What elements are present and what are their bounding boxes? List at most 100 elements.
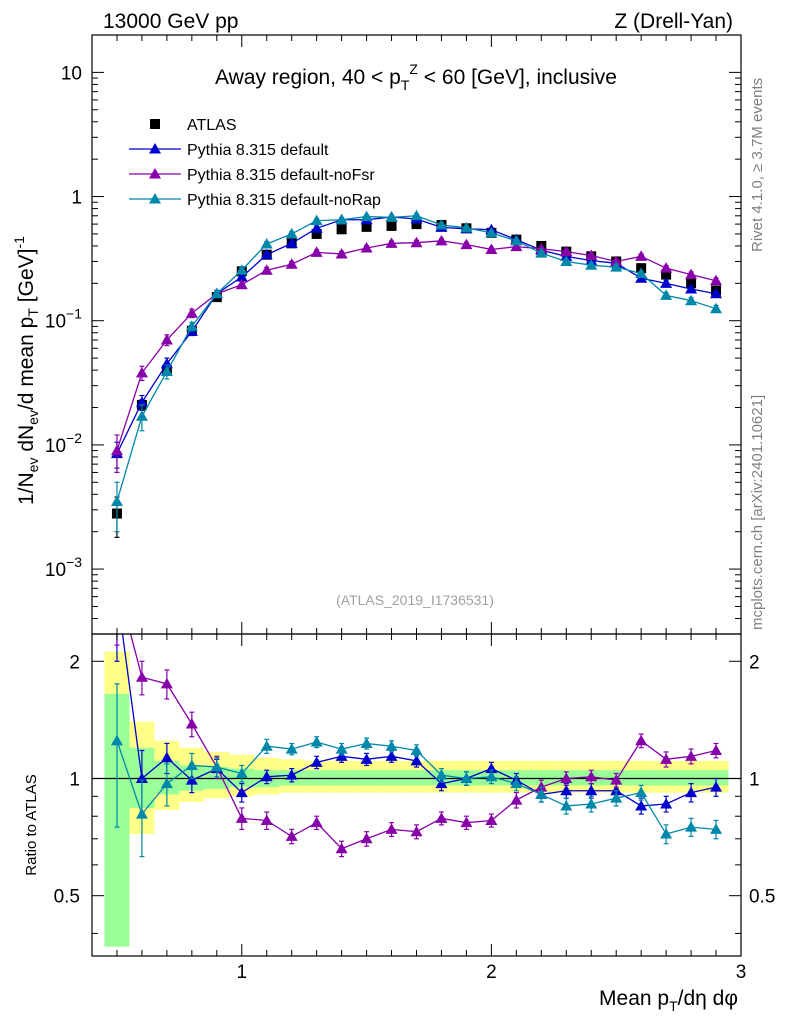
legend-marker [149, 143, 161, 154]
ratio-point [135, 772, 148, 783]
ratio-point [485, 770, 498, 782]
point [285, 258, 298, 269]
ratio-point [635, 786, 648, 798]
legend: ATLAS Pythia 8.315 default Pythia 8.315 de… [129, 117, 381, 209]
ratio-point [485, 814, 498, 825]
band-green [703, 770, 729, 786]
point [385, 211, 398, 222]
point [660, 277, 673, 288]
ratio-point [260, 814, 273, 825]
point [710, 287, 723, 299]
legend-marker [150, 119, 160, 129]
point [485, 226, 498, 238]
ratio-point [660, 828, 673, 839]
point [510, 240, 523, 252]
ratio-point [185, 774, 198, 785]
ratio-point [585, 784, 598, 796]
point [360, 210, 373, 222]
ratio-point [710, 823, 723, 834]
main-data-marks [110, 209, 723, 538]
ratio-point [585, 770, 598, 782]
ratio-point [160, 751, 173, 763]
legend-label: ATLAS [187, 117, 237, 134]
point [685, 294, 698, 306]
ratio-point [710, 744, 723, 755]
ratio-point [185, 718, 198, 729]
series-1 [110, 210, 723, 469]
point [310, 214, 323, 226]
point [335, 213, 348, 225]
point [685, 283, 698, 294]
legend-label: Pythia 8.315 default-noFsr [187, 167, 375, 184]
band-green [304, 770, 330, 786]
ratio-point [460, 772, 473, 783]
point [311, 228, 322, 239]
header-right: Z (Drell-Yan) [614, 10, 733, 33]
ratio-point [535, 781, 548, 792]
point [310, 246, 323, 257]
ratio-point [635, 734, 648, 746]
point [160, 333, 173, 345]
series-line [116, 240, 717, 451]
y-tick-label: 10 [61, 63, 82, 84]
ratio-y-tick-label-right: 0.5 [749, 887, 775, 908]
point [135, 410, 148, 421]
point [285, 227, 298, 239]
legend-marker [149, 193, 161, 204]
point [135, 396, 148, 407]
ratio-point [410, 754, 423, 766]
ratio-ylabel: Ratio to ATLAS [23, 774, 40, 875]
point [260, 264, 273, 275]
ratio-point [385, 740, 398, 751]
ratio-point [560, 784, 573, 796]
point [185, 307, 198, 318]
point [435, 219, 448, 230]
point [110, 495, 123, 507]
ratio-point [185, 759, 198, 770]
point [485, 243, 498, 254]
point [610, 261, 623, 272]
band-green [354, 770, 380, 786]
band-green [404, 770, 429, 786]
ratio-point [111, 576, 123, 587]
series-line [116, 215, 717, 502]
point [160, 365, 173, 377]
legend-label: Pythia 8.315 default [187, 142, 329, 159]
point [335, 247, 348, 259]
point [285, 237, 298, 248]
point [535, 247, 548, 258]
y-tick-label: 10−2 [45, 430, 82, 457]
x-tick-label: 1 [236, 962, 247, 983]
ratio-point [460, 816, 473, 828]
point [385, 237, 398, 248]
point [710, 274, 723, 286]
ratio-point [685, 821, 698, 832]
y-tick-label: 10−1 [45, 306, 82, 333]
point [260, 237, 273, 249]
mcplots-label: mcplots.cern.ch [arXiv:2401.10621] [749, 395, 766, 630]
band-green [528, 770, 554, 786]
ratio-series-1 [111, 576, 723, 858]
point [660, 262, 673, 273]
ratio-point [435, 777, 448, 789]
y-tick-label: 1 [71, 188, 82, 209]
ratio-point [660, 753, 673, 764]
ratio-y-tick-label-right: 1 [749, 769, 760, 790]
ratio-y-tick-label-right: 2 [749, 652, 760, 673]
point [235, 270, 248, 282]
ratio-point [310, 756, 323, 767]
ratio-point [335, 842, 348, 854]
point [635, 250, 648, 261]
x-tick-label: 3 [736, 962, 747, 983]
ratio-point [535, 788, 548, 799]
point [386, 220, 397, 231]
ratio-y-tick-label: 2 [69, 652, 80, 673]
point [510, 234, 523, 246]
rivet-label: Rivet 4.1.0, ≥ 3.7M events [749, 78, 766, 252]
ratio-point [285, 830, 298, 841]
point [460, 221, 473, 233]
analysis-label: (ATLAS_2019_I1736531) [336, 592, 494, 608]
band-green [329, 770, 355, 786]
ratio-point [435, 812, 448, 823]
series-line [116, 216, 717, 454]
